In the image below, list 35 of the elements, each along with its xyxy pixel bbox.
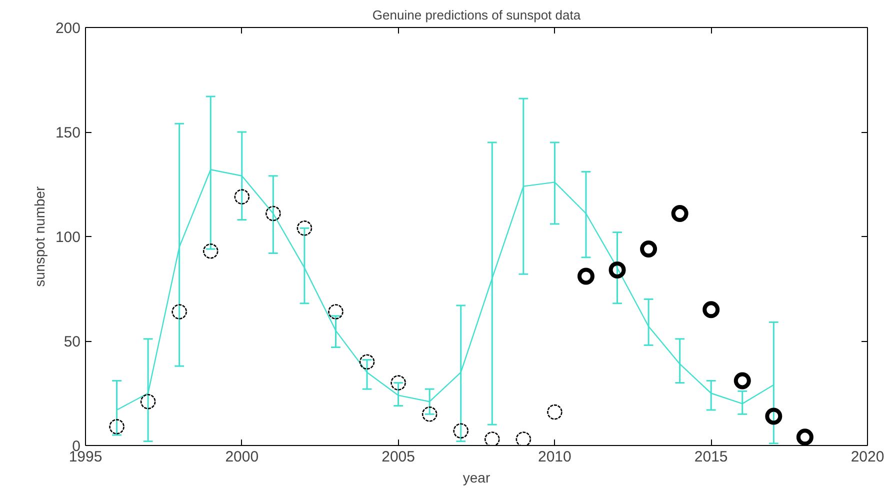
x-tick-label: 2010	[538, 448, 572, 466]
point	[390, 375, 406, 390]
y-tick-label: 200	[55, 20, 81, 37]
point	[484, 432, 500, 446]
y-tick-label: 100	[55, 229, 81, 246]
x-tick-label: 2005	[382, 448, 415, 466]
point	[202, 243, 218, 259]
point	[140, 394, 156, 410]
point	[577, 268, 594, 285]
point	[172, 304, 187, 320]
point	[796, 428, 814, 446]
point	[453, 423, 469, 439]
point	[422, 406, 438, 422]
x-tick-label: 2020	[850, 448, 884, 466]
y-tick-label: 50	[64, 334, 81, 350]
point	[547, 404, 562, 420]
point	[234, 189, 250, 204]
x-tick-label: 2000	[225, 448, 259, 466]
point	[109, 419, 124, 434]
point	[702, 301, 720, 318]
x-tick-label: 2015	[694, 448, 728, 466]
point	[608, 261, 626, 278]
y-tick-label: 150	[55, 124, 81, 142]
point	[671, 205, 688, 222]
point	[328, 304, 344, 320]
point	[640, 240, 658, 258]
chart-title: Genuine predictions of sunspot data	[372, 8, 582, 22]
point	[765, 408, 782, 425]
point	[359, 354, 375, 370]
x-axis-title: year	[462, 470, 490, 486]
point	[516, 432, 532, 446]
point	[734, 372, 751, 390]
point	[296, 220, 312, 236]
point	[266, 206, 281, 222]
y-axis-title: sunspot number	[31, 186, 48, 287]
